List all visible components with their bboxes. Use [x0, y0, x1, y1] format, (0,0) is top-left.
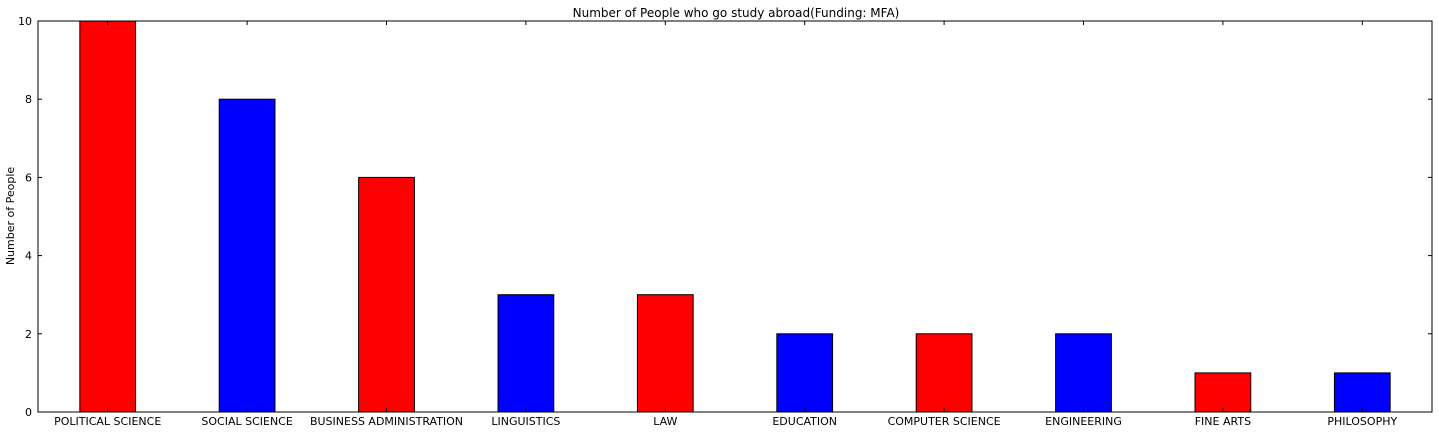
y-axis-label: Number of People	[4, 167, 17, 266]
bar	[358, 176, 415, 413]
plot-frame	[37, 20, 1433, 413]
x-tick-label: BUSINESS ADMINISTRATION	[310, 415, 463, 428]
x-axis: POLITICAL SCIENCE SOCIAL SCIENCE BUSINESS …	[54, 21, 1397, 428]
y-tick-label: 0	[25, 406, 32, 419]
chart-title: Number of People who go study abroad(Fun…	[573, 6, 900, 20]
bar	[218, 98, 276, 413]
y-tick-label: 10	[18, 15, 32, 28]
y-tick-label: 2	[25, 328, 32, 341]
bar	[1333, 372, 1391, 413]
y-axis: 0 2 4 6 8 10	[18, 15, 1432, 419]
x-tick-label: FINE ARTS	[1195, 415, 1251, 428]
x-tick-label: LAW	[653, 415, 677, 428]
bar	[915, 333, 973, 413]
bar	[1055, 333, 1112, 413]
x-tick-label: POLITICAL SCIENCE	[54, 415, 161, 428]
bar	[79, 20, 137, 413]
y-tick-label: 8	[25, 93, 32, 106]
x-tick-label: EDUCATION	[772, 415, 837, 428]
y-tick-label: 4	[25, 250, 32, 263]
x-tick-label: LINGUISTICS	[491, 415, 560, 428]
bars-group	[79, 20, 1391, 413]
x-tick-label: SOCIAL SCIENCE	[201, 415, 292, 428]
bar	[636, 294, 694, 413]
bar	[1194, 372, 1252, 413]
y-tick-label: 6	[25, 171, 32, 184]
bar	[497, 294, 555, 413]
x-tick-label: COMPUTER SCIENCE	[888, 415, 1001, 428]
bar	[776, 333, 834, 413]
x-tick-label: ENGINEERING	[1045, 415, 1122, 428]
x-tick-label: PHILOSOPHY	[1327, 415, 1397, 428]
